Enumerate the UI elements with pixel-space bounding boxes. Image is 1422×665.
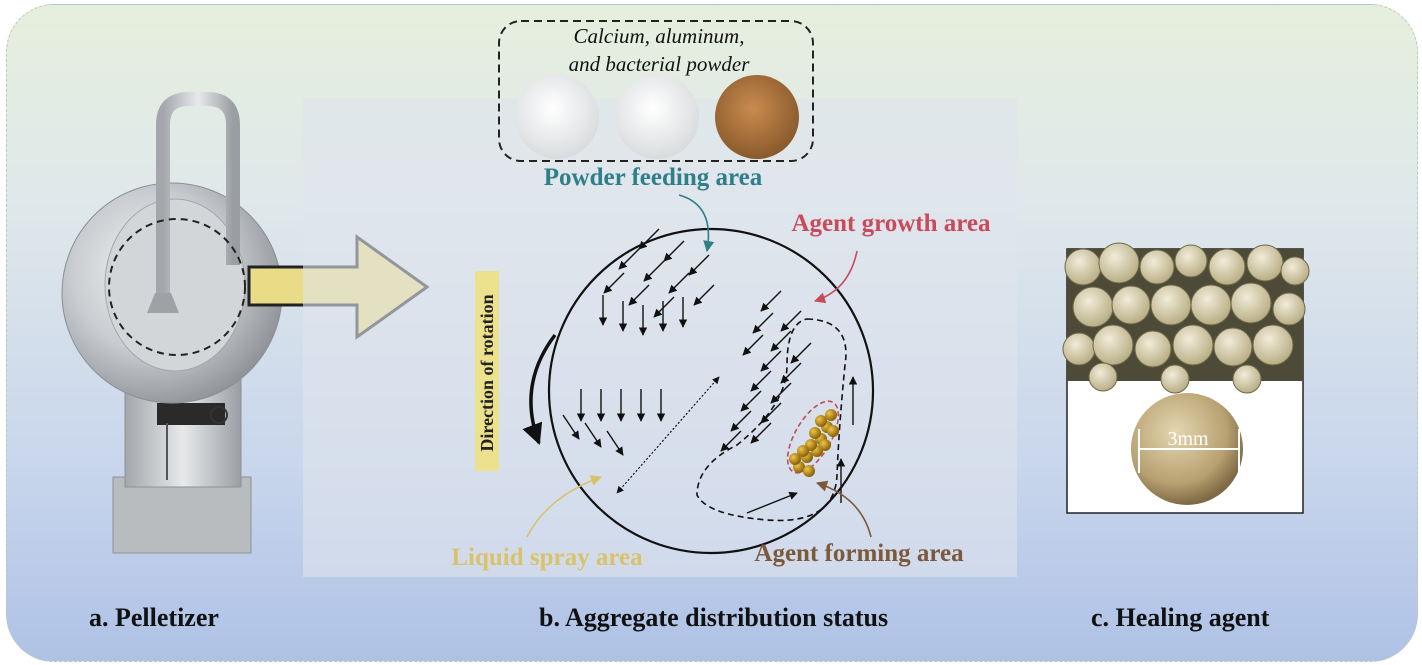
rotation-label-box: [475, 271, 499, 471]
flow-arrow: [638, 228, 660, 250]
pellet: [819, 439, 831, 451]
flow-arrow: [760, 402, 782, 424]
pellet-ball: [1246, 244, 1284, 282]
pellet: [797, 445, 809, 457]
drum-cross-section: [547, 227, 875, 555]
pelletizer-motor-slot: [157, 403, 225, 425]
pellet-ball: [1088, 362, 1118, 392]
pellet-ball: [1064, 248, 1102, 286]
powder-box-line1: Calcium, aluminum,: [574, 24, 745, 48]
pellet-ball: [1062, 332, 1096, 366]
flow-arrow: [618, 248, 640, 270]
bacterial-powder-image: [715, 75, 799, 159]
flow-arrow: [688, 254, 710, 276]
pellet-ball: [1111, 285, 1151, 325]
figure-frame: Calcium, aluminum, and bacterial powder …: [6, 4, 1418, 662]
powder-feeding-label: Powder feeding area: [544, 164, 763, 191]
pellet-ball: [1272, 292, 1306, 326]
pellet-ball: [1208, 248, 1246, 286]
caption-b: b. Aggregate distribution status: [539, 603, 889, 632]
flow-arrow: [606, 430, 624, 456]
forming-loop: [696, 318, 847, 522]
flow-arrow: [643, 260, 665, 282]
agent-growth-pointer: [813, 250, 858, 304]
flow-arrow: [746, 491, 798, 514]
drum-opening-highlight: [108, 218, 246, 356]
calcium-powder-image: [515, 75, 599, 159]
pellet-ball: [1160, 364, 1190, 394]
pellet-ball: [1072, 286, 1114, 328]
flow-arrow: [653, 296, 675, 318]
agent-forming-label: Agent forming area: [754, 540, 964, 567]
flow-arrow: [730, 410, 752, 432]
pellet-ball: [1098, 242, 1140, 284]
pelletizer-pipe: [156, 92, 240, 293]
aluminum-powder-image: [615, 75, 699, 159]
flow-arrow: [603, 272, 625, 294]
pellet-ball: [1134, 330, 1172, 368]
flow-arrow: [693, 284, 715, 306]
pellet: [815, 415, 827, 427]
flow-arrows: [562, 228, 858, 514]
flow-arrow: [750, 422, 772, 444]
flow-diagonal: [616, 376, 720, 494]
flow-arrow: [628, 284, 650, 306]
pellet-ball: [1150, 284, 1192, 326]
pellet-ball: [1139, 249, 1175, 285]
pelletizer-illustration: [61, 92, 283, 554]
flow-arrow: [752, 312, 774, 334]
flow-arrow: [750, 370, 772, 392]
figure-canvas: Calcium, aluminum, and bacterial powder …: [61, 20, 1310, 577]
pellet: [809, 427, 821, 439]
pellet-ball: [1213, 327, 1253, 367]
flow-arrow: [562, 414, 580, 440]
flow-arrow: [668, 272, 690, 294]
pellet-ball: [1232, 364, 1262, 394]
flow-arrow: [780, 362, 802, 384]
liquid-spray-pointer: [526, 475, 603, 538]
pellet-balls: [1062, 242, 1310, 394]
powder-box: [498, 20, 814, 162]
liquid-spray-label: Liquid spray area: [451, 544, 643, 571]
pellet: [789, 453, 801, 465]
scale-label: 3mm: [1167, 428, 1209, 450]
pellet-cluster: [789, 409, 839, 477]
flow-arrow: [584, 422, 602, 448]
flow-arrow: [760, 350, 782, 372]
pellet-ball: [1174, 244, 1208, 278]
flow-arrow: [663, 240, 685, 262]
pellet: [803, 465, 815, 477]
caption-a: a. Pelletizer: [89, 603, 219, 632]
caption-c: c. Healing agent: [1091, 603, 1270, 632]
rotation-label: Direction of rotation: [477, 294, 497, 451]
pellet: [827, 425, 839, 437]
flow-arrow: [742, 334, 764, 356]
flow-arrow: [780, 310, 802, 332]
pellet-ball: [1190, 284, 1232, 326]
pellet-ball: [1280, 256, 1310, 286]
agent-forming-pointer: [815, 480, 872, 538]
powder-box-line2: and bacterial powder: [569, 52, 751, 76]
flow-arrow: [790, 342, 812, 364]
flow-arrow: [770, 382, 792, 404]
flow-arrow: [720, 430, 742, 452]
pellet-ball: [1092, 324, 1134, 366]
powder-feeding-pointer: [678, 194, 715, 253]
agent-growth-label: Agent growth area: [791, 210, 991, 237]
rotation-arrow: [522, 333, 557, 445]
flow-arrow: [740, 390, 762, 412]
distribution-panel-background: [303, 99, 1017, 577]
flow-arrow: [770, 330, 792, 352]
pellet-ball: [1172, 324, 1214, 366]
pellet-ball: [1230, 282, 1272, 324]
pelletizer-base: [112, 476, 252, 554]
flow-arrow: [760, 290, 782, 312]
pellet: [825, 409, 837, 421]
pellet-ball: [1252, 324, 1294, 366]
